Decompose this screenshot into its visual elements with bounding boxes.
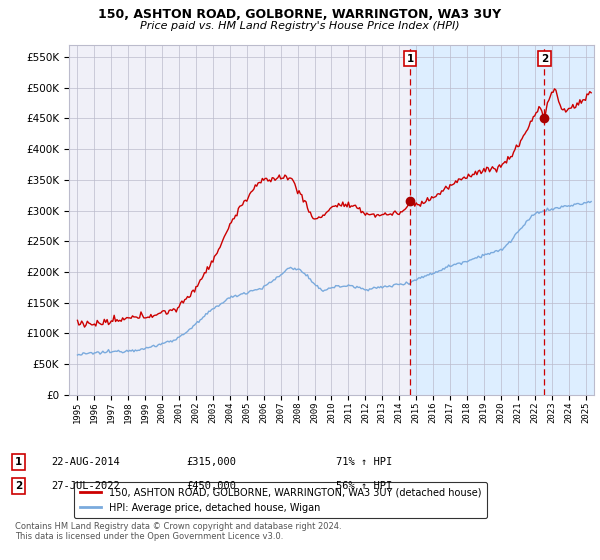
Text: £450,000: £450,000 — [186, 481, 236, 491]
Text: 2: 2 — [541, 54, 548, 63]
Text: 56% ↑ HPI: 56% ↑ HPI — [336, 481, 392, 491]
Text: 22-AUG-2014: 22-AUG-2014 — [51, 457, 120, 467]
Text: Contains HM Land Registry data © Crown copyright and database right 2024.
This d: Contains HM Land Registry data © Crown c… — [15, 522, 341, 542]
Text: 2: 2 — [15, 481, 22, 491]
Text: 1: 1 — [407, 54, 414, 63]
Text: 27-JUL-2022: 27-JUL-2022 — [51, 481, 120, 491]
Bar — [410, 45, 594, 395]
Legend: 150, ASHTON ROAD, GOLBORNE, WARRINGTON, WA3 3UY (detached house), HPI: Average p: 150, ASHTON ROAD, GOLBORNE, WARRINGTON, … — [74, 482, 487, 519]
Text: Price paid vs. HM Land Registry's House Price Index (HPI): Price paid vs. HM Land Registry's House … — [140, 21, 460, 31]
Text: £315,000: £315,000 — [186, 457, 236, 467]
Text: 1: 1 — [15, 457, 22, 467]
Text: 71% ↑ HPI: 71% ↑ HPI — [336, 457, 392, 467]
Text: 150, ASHTON ROAD, GOLBORNE, WARRINGTON, WA3 3UY: 150, ASHTON ROAD, GOLBORNE, WARRINGTON, … — [98, 8, 502, 21]
